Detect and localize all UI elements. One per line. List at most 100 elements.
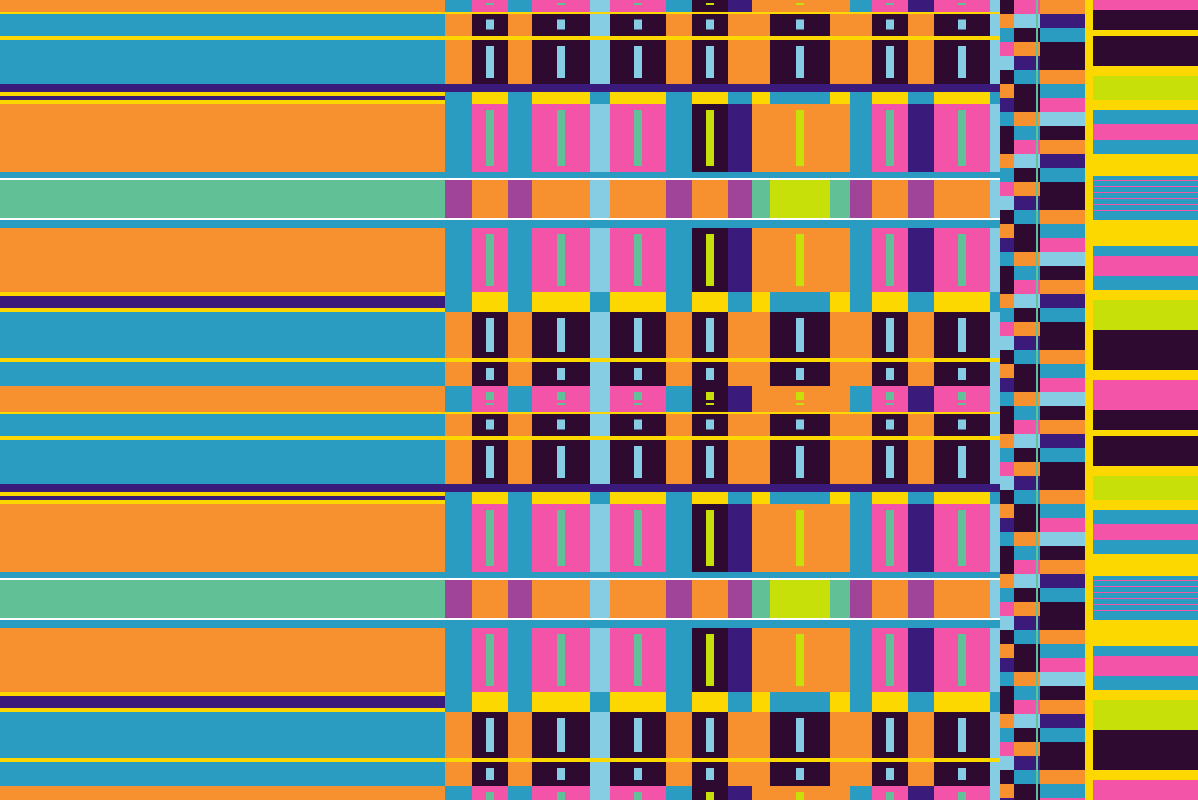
right-dense-cell: [1040, 504, 1085, 518]
middle-cell: [728, 440, 752, 484]
middle-cell: [445, 84, 472, 92]
right-dense-cell: [1014, 336, 1040, 350]
middle-cell-inner: [886, 234, 894, 286]
middle-cell: [666, 0, 692, 12]
middle-cell: [770, 758, 830, 762]
left-stripe: [0, 786, 445, 800]
middle-cell: [770, 492, 830, 504]
right-dense-cell: [1014, 294, 1040, 308]
middle-cell: [610, 436, 666, 440]
middle-cell-inner: [958, 46, 966, 78]
middle-cell: [610, 36, 666, 40]
far-right-line: [1085, 592, 1198, 593]
middle-cell: [908, 84, 934, 92]
middle-cell: [692, 92, 728, 104]
right-dense-cell: [1040, 140, 1085, 154]
far-right-stripe: [1085, 430, 1198, 436]
left-stripe: [0, 180, 445, 218]
middle-cell: [934, 484, 990, 492]
middle-cell: [590, 180, 610, 218]
right-dense-cell: [1000, 672, 1014, 686]
middle-cell-inner: [958, 19, 966, 30]
middle-cell: [850, 580, 872, 618]
middle-cell: [590, 218, 610, 220]
middle-cell: [610, 578, 666, 580]
middle-cell-inner: [796, 510, 804, 566]
left-stripe: [0, 178, 445, 180]
middle-cell: [508, 692, 532, 712]
far-right-stripe: [1085, 76, 1198, 100]
middle-cell: [590, 292, 610, 312]
middle-cell: [728, 786, 752, 800]
right-dense-cell: [1000, 784, 1014, 798]
middle-cell: [508, 362, 532, 386]
right-dense-cell: [1040, 560, 1085, 574]
middle-cell: [908, 692, 934, 712]
left-stripe: [0, 618, 445, 620]
middle-cell: [508, 786, 532, 800]
middle-cell: [445, 292, 472, 312]
middle-cell: [666, 84, 692, 92]
far-right-line: [1085, 604, 1198, 605]
middle-cell: [692, 218, 728, 220]
middle-cell: [770, 412, 830, 414]
right-dense-cell: [1014, 308, 1040, 322]
middle-cell: [752, 92, 770, 104]
middle-cell: [872, 292, 908, 312]
middle-cell: [472, 620, 508, 628]
right-dense-cell: [1040, 210, 1085, 224]
middle-cell-inner: [958, 3, 966, 5]
right-dense-cell: [1040, 238, 1085, 252]
middle-cell: [728, 14, 752, 36]
middle-cell: [872, 492, 908, 504]
middle-cell: [934, 578, 990, 580]
middle-cell: [872, 0, 908, 12]
right-dense-cell: [1000, 616, 1014, 630]
middle-cell: [666, 292, 692, 312]
far-right-stripe: [1085, 300, 1198, 330]
right-dense-cell: [1040, 532, 1085, 546]
middle-cell: [692, 572, 728, 578]
middle-cell: [850, 172, 872, 178]
right-dense-cell: [1014, 504, 1040, 518]
right-dense-cell: [1040, 280, 1085, 294]
middle-cell: [850, 358, 872, 362]
middle-cell: [692, 358, 728, 362]
middle-cell: [445, 14, 472, 36]
middle-cell: [590, 572, 610, 578]
far-right-stripe: [1085, 510, 1198, 524]
middle-cell: [990, 492, 1000, 504]
right-dense-cell: [1014, 658, 1040, 672]
middle-cell: [908, 762, 934, 786]
middle-cell: [508, 436, 532, 440]
middle-cell-inner: [486, 110, 494, 166]
middle-cell: [770, 578, 830, 580]
middle-cell: [472, 84, 508, 92]
middle-cell: [590, 762, 610, 786]
right-dense-cell: [1040, 644, 1085, 658]
far-right-stripe: [1085, 554, 1198, 576]
middle-cell: [990, 628, 1000, 692]
left-stripe: [0, 578, 445, 580]
right-dense-cell: [1000, 126, 1014, 140]
middle-cell: [445, 762, 472, 786]
right-dense-cell: [1040, 42, 1085, 56]
left-stripe: [0, 362, 445, 386]
middle-cell-inner: [706, 634, 714, 686]
middle-cell: [934, 180, 990, 218]
middle-cell-inner: [886, 392, 894, 406]
right-dense-cell: [1040, 406, 1085, 420]
far-right-stripe: [1085, 154, 1198, 176]
middle-cell: [850, 762, 872, 786]
right-dense-cell: [1040, 686, 1085, 700]
middle-cell: [990, 618, 1000, 620]
middle-cell: [850, 12, 872, 14]
middle-cell-inner: [796, 318, 804, 352]
middle-cell: [908, 92, 934, 104]
right-dense-cell: [1000, 420, 1014, 434]
middle-cell-inner: [706, 234, 714, 286]
middle-cell-inner: [634, 234, 642, 286]
middle-cell: [850, 618, 872, 620]
middle-cell: [908, 292, 934, 312]
